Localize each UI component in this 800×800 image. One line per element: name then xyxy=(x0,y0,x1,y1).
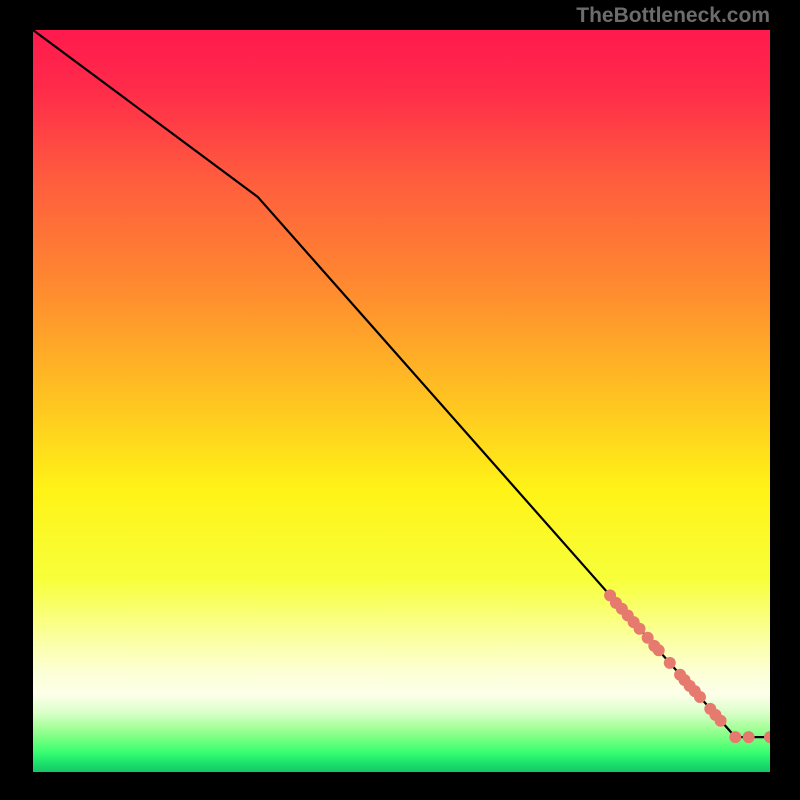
marker-point xyxy=(694,691,706,703)
marker-point xyxy=(634,623,646,635)
marker-point xyxy=(743,731,755,743)
marker-point xyxy=(664,657,676,669)
marker-point xyxy=(653,644,665,656)
plot-area xyxy=(33,30,770,772)
marker-point xyxy=(729,731,741,743)
watermark-text: TheBottleneck.com xyxy=(576,4,770,28)
plot-background xyxy=(33,30,770,772)
chart-frame: TheBottleneck.com xyxy=(0,0,800,800)
marker-point xyxy=(715,715,727,727)
plot-svg xyxy=(33,30,770,772)
